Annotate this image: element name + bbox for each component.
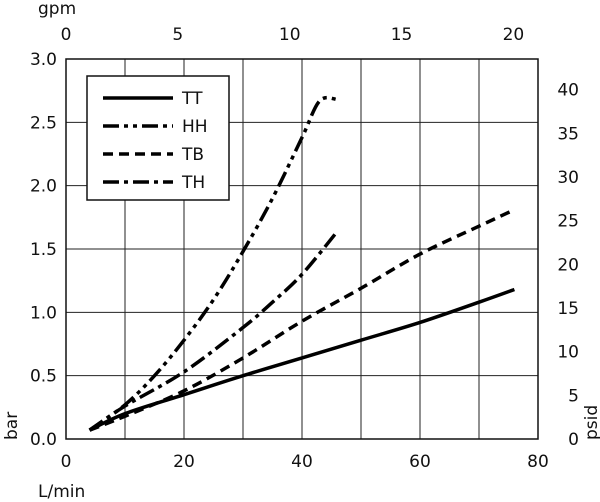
y-right-tick-label: 40 — [557, 81, 579, 101]
y-right-tick-label: 20 — [557, 255, 579, 275]
x-bottom-tick-label: 60 — [409, 452, 431, 472]
y-right-tick-label: 5 — [568, 386, 579, 406]
legend-label-tb: TB — [181, 145, 204, 165]
x-bottom-axis-label: L/min — [38, 482, 85, 502]
legend-label-hh: HH — [182, 117, 208, 137]
y-left-tick-label: 1.5 — [30, 240, 57, 260]
legend: TT HH TB TH — [86, 75, 230, 201]
plot-frame — [65, 58, 539, 440]
y-left-tick-label: 1.0 — [30, 303, 57, 323]
tick-labels: 0 20 40 60 800 5 10 15 200.00.51.01.52.02.53.005… — [30, 25, 579, 472]
legend-label-tt: TT — [181, 89, 203, 109]
y-left-tick-label: 2.0 — [30, 177, 57, 197]
y-left-tick-label: 0.5 — [30, 367, 57, 387]
x-bottom-tick-label: 0 — [61, 452, 72, 472]
series-line-tb — [88, 208, 516, 432]
x-top-tick-label: 20 — [503, 25, 525, 45]
y-right-tick-label: 30 — [557, 168, 579, 188]
series-line-th — [88, 230, 339, 432]
series-lines — [88, 95, 516, 432]
x-bottom-tick-label: 20 — [173, 452, 195, 472]
x-top-axis-label: gpm — [38, 0, 76, 19]
y-left-tick-label: 3.0 — [30, 50, 57, 70]
y-right-tick-label: 10 — [557, 343, 579, 363]
x-bottom-tick-label: 40 — [291, 452, 313, 472]
legend-label-th: TH — [181, 173, 205, 193]
x-top-tick-label: 5 — [172, 25, 183, 45]
x-top-tick-label: 0 — [61, 25, 72, 45]
y-right-tick-label: 0 — [568, 430, 579, 450]
y-right-tick-label: 25 — [557, 212, 579, 232]
y-right-tick-label: 35 — [557, 124, 579, 144]
y-left-tick-label: 2.5 — [30, 113, 57, 133]
x-bottom-tick-label: 80 — [527, 452, 549, 472]
y-right-axis-label: psid — [582, 405, 600, 440]
x-top-tick-label: 15 — [391, 25, 413, 45]
x-top-tick-label: 10 — [279, 25, 301, 45]
y-right-tick-label: 15 — [557, 299, 579, 319]
y-left-tick-label: 0.0 — [30, 430, 57, 450]
y-left-axis-label: bar — [2, 412, 22, 440]
